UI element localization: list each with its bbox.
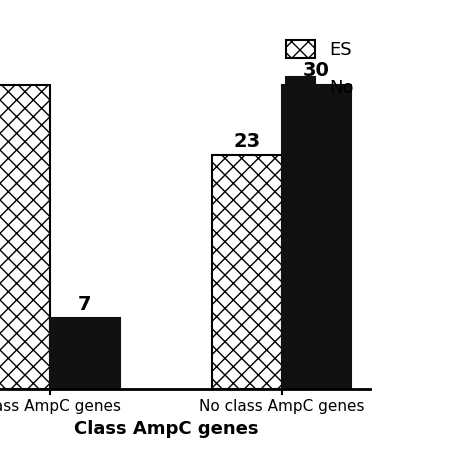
Bar [50, 318, 119, 389]
Text: 30: 30 [303, 62, 330, 81]
Text: 23: 23 [233, 132, 261, 152]
Legend: ES, No: ES, No [278, 33, 361, 104]
Text: 7: 7 [78, 295, 91, 314]
Bar [282, 84, 351, 389]
Bar [0, 84, 50, 389]
X-axis label: Class AmpC genes: Class AmpC genes [73, 419, 258, 438]
Bar [212, 155, 282, 389]
